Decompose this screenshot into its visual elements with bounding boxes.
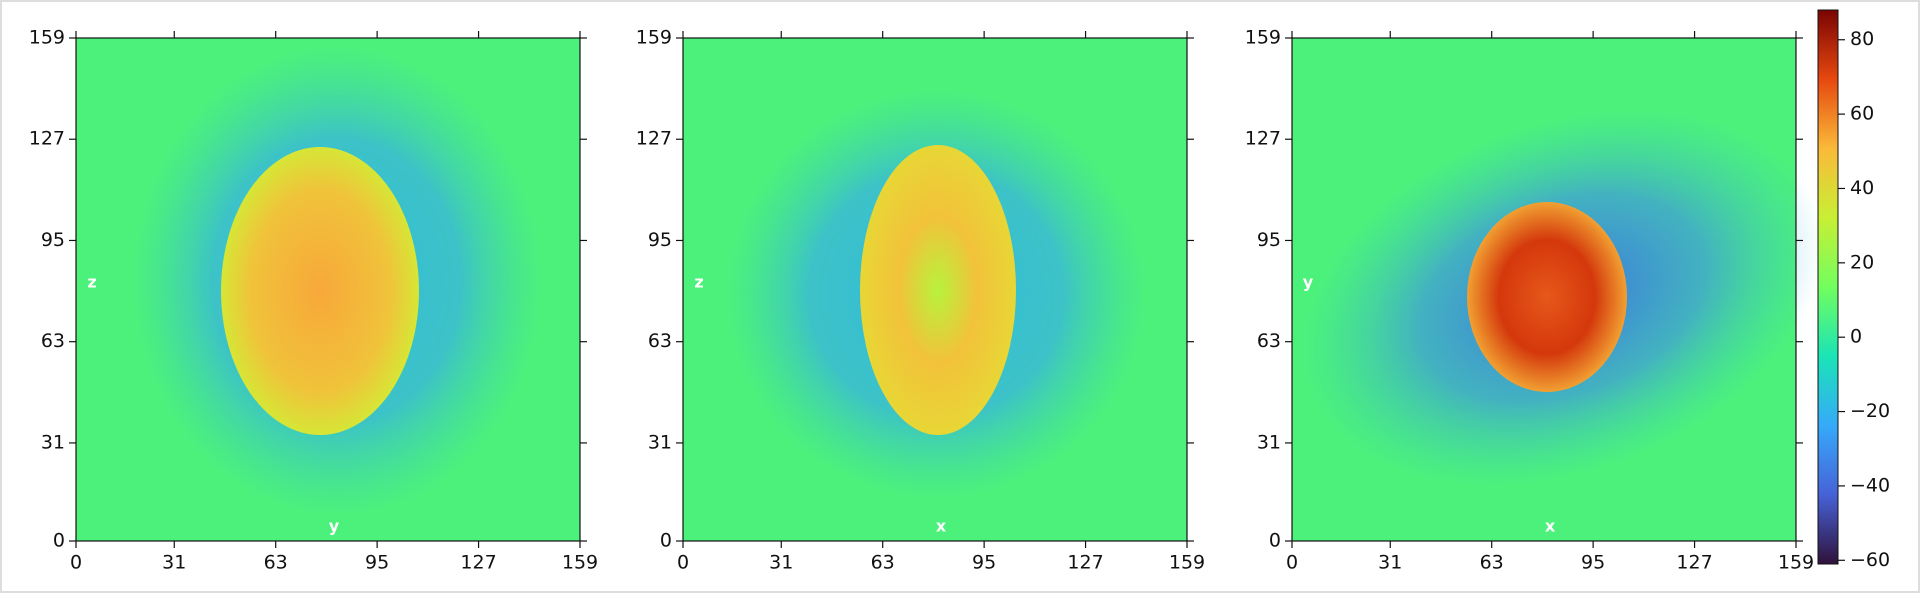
plot-border [682, 37, 1188, 542]
y-tick-label: 95 [1257, 229, 1281, 251]
y-tick-label: 159 [636, 27, 672, 49]
y-tick-label: 0 [1269, 530, 1281, 552]
x-tick-label: 63 [264, 552, 288, 574]
colorbar-tick-label: 80 [1850, 28, 1874, 50]
plot-border [1291, 37, 1797, 542]
x-tick-label: 0 [1286, 552, 1298, 574]
x-tick-label: 159 [1169, 552, 1205, 574]
core [1467, 202, 1627, 392]
y-tick-label: 95 [648, 229, 672, 251]
colorbar [1817, 9, 1839, 565]
y-tick-label: 63 [648, 330, 672, 352]
x-tick-label: 0 [677, 552, 689, 574]
x-tick-label: 95 [972, 552, 996, 574]
x-axis-label: y [329, 517, 340, 536]
x-tick-label: 31 [769, 552, 793, 574]
y-tick-label: 127 [1245, 128, 1281, 150]
panel: 0 31 63 95 127 159 0 31 63 95 127 159 x z [636, 27, 1205, 574]
x-tick-label: 63 [871, 552, 895, 574]
y-tick-label: 95 [41, 229, 65, 251]
colorbar-tick-label: 20 [1850, 251, 1874, 273]
y-axis-label: z [87, 273, 96, 292]
x-axis-label: x [1545, 517, 1556, 536]
y-tick-label: 31 [1257, 431, 1281, 453]
y-tick-label: 63 [1257, 330, 1281, 352]
y-tick-label: 127 [29, 128, 65, 150]
colorbar-tick-label: −60 [1850, 549, 1890, 571]
panel: 0 31 63 95 127 159 0 31 63 95 127 159 y z [29, 27, 598, 574]
core [221, 147, 419, 435]
y-tick-label: 159 [1245, 27, 1281, 49]
x-tick-label: 31 [1378, 552, 1402, 574]
y-tick-label: 0 [660, 530, 672, 552]
core [860, 145, 1016, 435]
y-tick-label: 127 [636, 128, 672, 150]
y-axis-label: z [694, 273, 703, 292]
x-tick-label: 0 [70, 552, 82, 574]
x-tick-label: 31 [162, 552, 186, 574]
y-tick-label: 31 [648, 431, 672, 453]
x-tick-label: 95 [1581, 552, 1605, 574]
x-axis-label: x [936, 517, 947, 536]
panel: 0 31 63 95 127 159 0 31 63 95 127 159 x y [1245, 27, 1823, 574]
colorbar-tick-label: 0 [1850, 326, 1862, 348]
y-tick-label: 0 [53, 530, 65, 552]
y-tick-label: 63 [41, 330, 65, 352]
colorbar-tick-label: 40 [1850, 177, 1874, 199]
y-axis-label: y [1303, 273, 1314, 292]
y-tick-label: 159 [29, 27, 65, 49]
colorbar-tick-label: 60 [1850, 103, 1874, 125]
x-tick-label: 95 [365, 552, 389, 574]
x-tick-label: 127 [460, 552, 496, 574]
x-tick-label: 159 [1778, 552, 1814, 574]
x-tick-label: 127 [1067, 552, 1103, 574]
y-tick-label: 31 [41, 431, 65, 453]
x-tick-label: 127 [1676, 552, 1712, 574]
x-tick-label: 63 [1480, 552, 1504, 574]
colorbar-tick-label: −20 [1850, 400, 1890, 422]
plot-border [75, 37, 581, 542]
colorbar-tick-label: −40 [1850, 474, 1890, 496]
x-tick-label: 159 [562, 552, 598, 574]
